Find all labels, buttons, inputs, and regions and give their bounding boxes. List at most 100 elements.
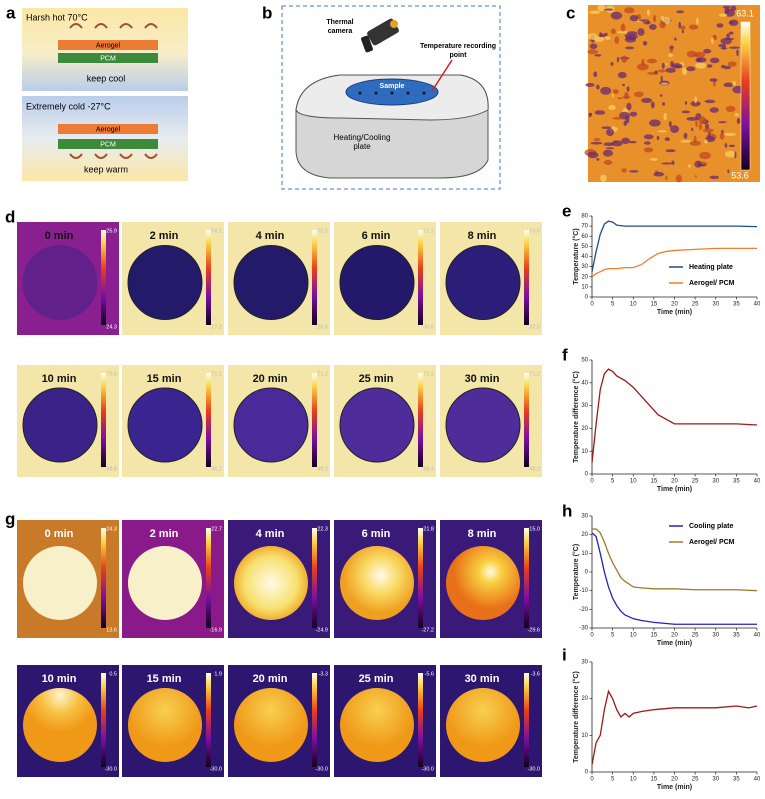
camera (361, 18, 399, 53)
texture-spot (596, 158, 600, 161)
colorbar-min: 48.2 (529, 466, 540, 472)
thermal-tile: 25 min 71.2 48.3 (334, 365, 436, 477)
texture-spot (601, 126, 612, 130)
thermal-tile: 4 min 22.3 -24.9 (228, 520, 330, 638)
texture-spot (585, 82, 595, 87)
setup-frame (281, 5, 501, 190)
sample-spot (446, 546, 520, 620)
texture-spot (699, 151, 711, 160)
tile-colorbar (524, 673, 529, 767)
tile-colorbar (524, 373, 529, 467)
texture-spot (588, 10, 601, 14)
colorbar-min: -30.0 (315, 766, 328, 772)
texture-spot (642, 40, 648, 46)
texture-spot (654, 70, 658, 75)
tile-colorbar (206, 673, 211, 767)
pcm-layer (58, 139, 158, 149)
x-tick-label: 25 (692, 302, 699, 308)
texture-spot (657, 130, 667, 133)
texture-spot (600, 174, 607, 182)
texture-spot (728, 46, 741, 49)
texture-spot (612, 117, 624, 120)
y-tick-label: 30 (581, 264, 588, 270)
sample-spot (445, 245, 521, 320)
texture-spot (646, 58, 657, 64)
colorbar-min: 27.2 (211, 324, 222, 330)
texture-spot (599, 32, 603, 38)
x-tick-label: 5 (611, 777, 615, 783)
texture-spot (602, 149, 613, 157)
texture-spot (634, 91, 644, 98)
y-tick-label: 0 (585, 770, 589, 776)
colorbar-min: -30.0 (209, 766, 222, 772)
texture-spot (653, 172, 665, 177)
texture-spot (709, 78, 718, 82)
texture-spot (656, 135, 660, 141)
tile-colorbar (312, 528, 317, 628)
colorbar-min: 30.6 (423, 324, 434, 330)
thermal-tile: 0 min 24.3 13.6 (17, 520, 119, 638)
tile-colorbar (418, 373, 423, 467)
time-label: 0 min (45, 230, 74, 242)
texture-spot (663, 112, 667, 121)
texture-spot (600, 86, 612, 95)
aerogel-layer (58, 124, 158, 134)
texture-spot (629, 111, 638, 117)
colorbar-min: -29.6 (527, 627, 540, 633)
colorbar-min: -16.9 (209, 627, 222, 633)
y-tick-label: 10 (581, 733, 588, 739)
colorbar-max: 22.3 (317, 526, 328, 532)
texture-spot (720, 37, 732, 45)
texture-spot (608, 104, 616, 111)
texture-spot (622, 83, 626, 87)
x-tick-label: 35 (733, 777, 740, 783)
y-axis-label: Temperature difference (°C) (572, 371, 580, 463)
texture-spot (716, 23, 724, 28)
y-tick-label: 10 (581, 449, 588, 455)
pcm-layer (58, 53, 158, 63)
x-tick-label: 40 (754, 633, 761, 639)
thermal-tile: 6 min 21.8 -27.2 (334, 520, 436, 638)
colorbar-min: 53.6 (731, 170, 749, 180)
texture-spot (597, 4, 606, 12)
texture-spot (605, 147, 615, 150)
x-tick-label: 30 (712, 633, 719, 639)
panel-label: d (5, 207, 15, 226)
texture-spot (603, 8, 614, 11)
colorbar-max: 71.2 (423, 228, 434, 234)
texture-spot (676, 10, 685, 14)
texture-spot (734, 151, 737, 159)
colorbar-max: 1.9 (214, 671, 222, 677)
texture-spot (684, 100, 688, 105)
sample-spot (445, 387, 521, 463)
texture-spot (596, 84, 600, 90)
texture-spot (594, 110, 606, 115)
texture-spot (702, 128, 714, 133)
colorbar-max: 70.2 (317, 228, 328, 234)
x-tick-label: 25 (692, 479, 699, 485)
texture-spot (593, 137, 601, 142)
caption: keep cool (87, 73, 126, 83)
colorbar-max: -3.3 (319, 671, 328, 677)
colorbar-max: 24.3 (106, 526, 117, 532)
x-tick-label: 40 (754, 302, 761, 308)
colorbar-max: 63.1 (736, 8, 754, 18)
thermal-tile: 6 min 71.2 30.6 (334, 222, 436, 335)
x-axis-label: Time (min) (657, 640, 692, 647)
texture-spot (590, 141, 603, 145)
texture-spot (706, 64, 713, 68)
legend-label: Aerogel/ PCM (689, 539, 735, 546)
layer-label: Aerogel (96, 126, 121, 133)
texture-spot (671, 160, 675, 165)
texture-spot (694, 175, 697, 178)
x-tick-label: 10 (630, 302, 637, 308)
colorbar-min: 48.3 (423, 466, 434, 472)
x-tick-label: 15 (651, 302, 658, 308)
x-axis-label: Time (min) (657, 486, 692, 493)
thermal-tile: 2 min 22.7 -16.9 (122, 520, 224, 638)
colorbar-min: -27.2 (421, 627, 434, 633)
texture-spot (728, 31, 734, 35)
texture-spot (659, 21, 666, 29)
sample-spot (128, 688, 202, 762)
tile-colorbar (312, 230, 317, 325)
